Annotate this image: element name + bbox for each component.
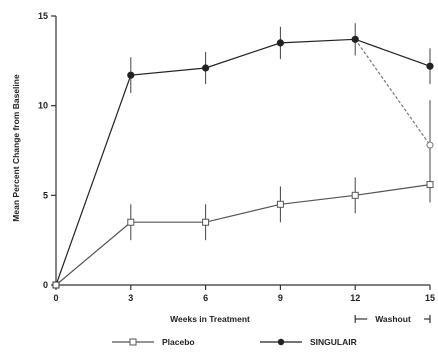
y-tick-label: 10: [38, 101, 48, 111]
legend-label: SINGULAIR: [310, 337, 357, 347]
y-tick-label: 0: [43, 280, 48, 290]
data-point: [202, 64, 210, 72]
series-line: [55, 184, 431, 286]
data-point: [351, 35, 359, 43]
data-point: [426, 181, 434, 189]
legend: Placebo SINGULAIR: [112, 337, 357, 347]
series-1: [55, 23, 434, 286]
axes: 0 5 10 15 0 3 6 9 12 15: [38, 11, 435, 303]
y-axis-title: Mean Percent Change from Baseline: [11, 74, 21, 222]
series-0: [55, 166, 434, 286]
x-tick-label: 3: [128, 293, 133, 303]
washout-label: Washout: [375, 314, 411, 324]
legend-label: Placebo: [162, 337, 195, 347]
x-tick-label: 6: [203, 293, 208, 303]
data-point: [127, 71, 135, 79]
data-point: [276, 200, 284, 208]
data-point: [426, 141, 434, 149]
series-layer: [52, 23, 434, 289]
data-point: [351, 191, 359, 199]
series-line: [354, 38, 431, 146]
y-tick-label: 15: [38, 11, 48, 21]
x-tick-label: 9: [278, 293, 283, 303]
x-tick-label: 15: [425, 293, 435, 303]
legend-item-0: Placebo: [112, 337, 195, 347]
data-point: [276, 39, 284, 47]
data-point: [52, 281, 60, 289]
legend-item-1: SINGULAIR: [260, 337, 357, 347]
x-tick-label: 12: [350, 293, 360, 303]
y-tick-label: 5: [43, 190, 48, 200]
data-point: [202, 218, 210, 226]
legend-marker: [129, 338, 137, 346]
data-point: [127, 218, 135, 226]
data-point: [426, 62, 434, 70]
x-axis-title: Weeks in Treatment: [170, 314, 250, 324]
x-tick-label: 0: [53, 293, 58, 303]
washout-bracket: Washout: [354, 314, 431, 324]
series-line: [55, 38, 431, 286]
legend-marker: [277, 338, 285, 346]
series-2: [351, 35, 434, 190]
